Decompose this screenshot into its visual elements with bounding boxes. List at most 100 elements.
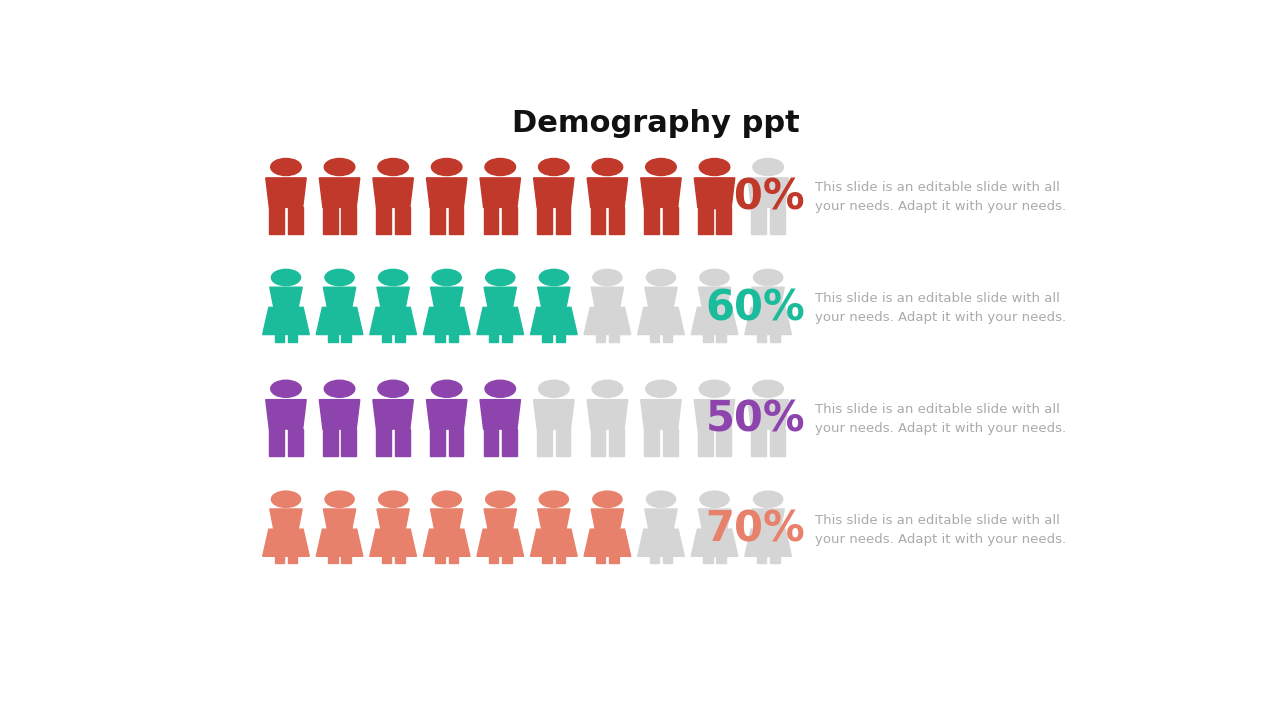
- Polygon shape: [609, 557, 618, 563]
- Polygon shape: [556, 207, 571, 234]
- Circle shape: [270, 380, 301, 397]
- Polygon shape: [381, 557, 392, 563]
- Circle shape: [539, 158, 570, 176]
- Polygon shape: [489, 557, 498, 563]
- Polygon shape: [644, 429, 659, 456]
- Polygon shape: [288, 429, 302, 456]
- Polygon shape: [771, 429, 785, 456]
- Polygon shape: [274, 335, 284, 341]
- Text: Demography ppt: Demography ppt: [512, 109, 800, 138]
- Polygon shape: [316, 529, 364, 557]
- Polygon shape: [376, 207, 392, 234]
- Polygon shape: [649, 557, 659, 563]
- Circle shape: [325, 269, 355, 286]
- Polygon shape: [645, 509, 677, 531]
- Polygon shape: [756, 335, 767, 341]
- Polygon shape: [484, 207, 498, 234]
- Polygon shape: [319, 178, 360, 207]
- Circle shape: [378, 158, 408, 176]
- Polygon shape: [376, 429, 392, 456]
- Polygon shape: [538, 429, 552, 456]
- Polygon shape: [381, 335, 392, 341]
- Polygon shape: [641, 178, 681, 207]
- Circle shape: [433, 491, 461, 508]
- Polygon shape: [477, 529, 524, 557]
- Polygon shape: [269, 207, 284, 234]
- Polygon shape: [588, 400, 627, 429]
- Polygon shape: [596, 335, 605, 341]
- Circle shape: [431, 158, 462, 176]
- Polygon shape: [698, 429, 713, 456]
- Polygon shape: [637, 529, 685, 557]
- Text: 90%: 90%: [705, 176, 805, 218]
- Polygon shape: [748, 400, 788, 429]
- Polygon shape: [756, 557, 767, 563]
- Polygon shape: [538, 287, 570, 309]
- Polygon shape: [745, 529, 791, 557]
- Polygon shape: [484, 287, 516, 309]
- Polygon shape: [751, 429, 767, 456]
- Polygon shape: [435, 557, 444, 563]
- Polygon shape: [270, 509, 302, 531]
- Polygon shape: [645, 287, 677, 309]
- Text: 50%: 50%: [705, 398, 805, 440]
- Polygon shape: [691, 529, 737, 557]
- Polygon shape: [556, 557, 566, 563]
- Polygon shape: [372, 178, 413, 207]
- Polygon shape: [641, 400, 681, 429]
- Circle shape: [325, 491, 355, 508]
- Polygon shape: [538, 207, 552, 234]
- Polygon shape: [534, 178, 573, 207]
- Polygon shape: [319, 400, 360, 429]
- Polygon shape: [376, 287, 410, 309]
- Circle shape: [700, 491, 730, 508]
- Polygon shape: [771, 557, 780, 563]
- Polygon shape: [266, 400, 306, 429]
- Polygon shape: [266, 178, 306, 207]
- Polygon shape: [751, 207, 767, 234]
- Polygon shape: [703, 557, 713, 563]
- Polygon shape: [691, 307, 737, 335]
- Polygon shape: [430, 287, 463, 309]
- Polygon shape: [649, 335, 659, 341]
- Polygon shape: [424, 307, 470, 335]
- Text: This slide is an editable slide with all
your needs. Adapt it with your needs.: This slide is an editable slide with all…: [815, 514, 1066, 546]
- Polygon shape: [396, 557, 404, 563]
- Polygon shape: [751, 287, 785, 309]
- Polygon shape: [609, 335, 618, 341]
- Polygon shape: [591, 207, 605, 234]
- Polygon shape: [698, 207, 713, 234]
- Polygon shape: [538, 509, 570, 531]
- Polygon shape: [699, 509, 731, 531]
- Text: 60%: 60%: [705, 287, 805, 329]
- Polygon shape: [663, 207, 677, 234]
- Circle shape: [646, 269, 676, 286]
- Polygon shape: [699, 287, 731, 309]
- Polygon shape: [435, 335, 444, 341]
- Polygon shape: [269, 429, 284, 456]
- Polygon shape: [426, 400, 467, 429]
- Polygon shape: [717, 335, 726, 341]
- Circle shape: [753, 380, 783, 397]
- Circle shape: [753, 158, 783, 176]
- Polygon shape: [556, 335, 566, 341]
- Polygon shape: [396, 429, 410, 456]
- Polygon shape: [323, 429, 338, 456]
- Polygon shape: [534, 400, 573, 429]
- Polygon shape: [376, 509, 410, 531]
- Text: This slide is an editable slide with all
your needs. Adapt it with your needs.: This slide is an editable slide with all…: [815, 403, 1066, 435]
- Circle shape: [324, 158, 355, 176]
- Polygon shape: [262, 529, 310, 557]
- Circle shape: [271, 491, 301, 508]
- Polygon shape: [342, 207, 356, 234]
- Polygon shape: [448, 335, 458, 341]
- Circle shape: [431, 380, 462, 397]
- Circle shape: [699, 380, 730, 397]
- Polygon shape: [644, 207, 659, 234]
- Polygon shape: [372, 400, 413, 429]
- Polygon shape: [342, 429, 356, 456]
- Polygon shape: [424, 529, 470, 557]
- Polygon shape: [502, 429, 517, 456]
- Polygon shape: [342, 335, 351, 341]
- Polygon shape: [396, 335, 404, 341]
